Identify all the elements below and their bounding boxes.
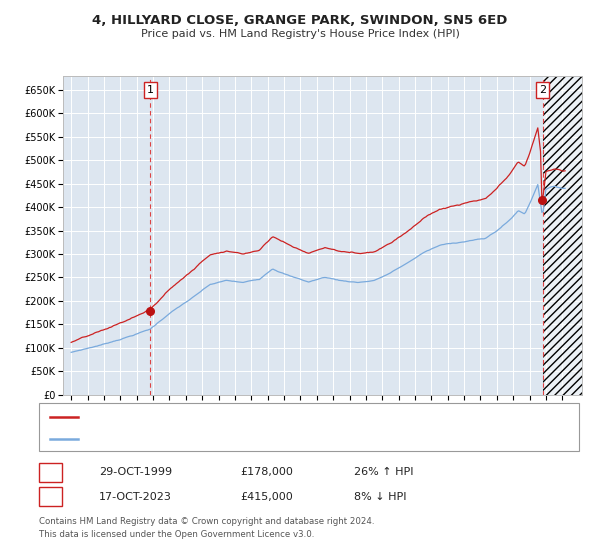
Text: 1: 1 <box>47 465 54 479</box>
Text: £415,000: £415,000 <box>240 492 293 502</box>
Text: 17-OCT-2023: 17-OCT-2023 <box>99 492 172 502</box>
Text: 4, HILLYARD CLOSE, GRANGE PARK, SWINDON, SN5 6ED: 4, HILLYARD CLOSE, GRANGE PARK, SWINDON,… <box>92 14 508 27</box>
Text: 2: 2 <box>539 85 546 95</box>
Text: 4, HILLYARD CLOSE, GRANGE PARK, SWINDON, SN5 6ED (detached house): 4, HILLYARD CLOSE, GRANGE PARK, SWINDON,… <box>83 412 452 422</box>
Text: Contains HM Land Registry data © Crown copyright and database right 2024.: Contains HM Land Registry data © Crown c… <box>39 517 374 526</box>
Text: HPI: Average price, detached house, Swindon: HPI: Average price, detached house, Swin… <box>83 434 310 444</box>
Text: 26% ↑ HPI: 26% ↑ HPI <box>354 467 413 477</box>
Text: 8% ↓ HPI: 8% ↓ HPI <box>354 492 407 502</box>
Text: This data is licensed under the Open Government Licence v3.0.: This data is licensed under the Open Gov… <box>39 530 314 539</box>
Text: £178,000: £178,000 <box>240 467 293 477</box>
Text: 1: 1 <box>147 85 154 95</box>
Bar <box>542 76 582 395</box>
Text: 2: 2 <box>47 490 54 503</box>
Text: Price paid vs. HM Land Registry's House Price Index (HPI): Price paid vs. HM Land Registry's House … <box>140 29 460 39</box>
Text: 29-OCT-1999: 29-OCT-1999 <box>99 467 172 477</box>
